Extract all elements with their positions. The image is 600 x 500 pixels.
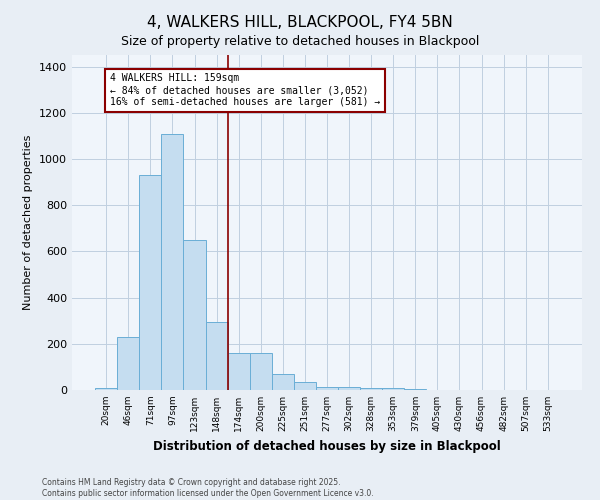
Bar bbox=[338, 386, 360, 390]
Bar bbox=[184, 240, 206, 390]
Bar bbox=[139, 175, 161, 390]
Bar bbox=[161, 134, 184, 390]
Bar bbox=[117, 338, 139, 390]
X-axis label: Distribution of detached houses by size in Blackpool: Distribution of detached houses by size … bbox=[153, 440, 501, 452]
Bar bbox=[316, 386, 338, 390]
Bar bbox=[382, 388, 404, 390]
Bar bbox=[227, 353, 250, 390]
Text: 4, WALKERS HILL, BLACKPOOL, FY4 5BN: 4, WALKERS HILL, BLACKPOOL, FY4 5BN bbox=[147, 15, 453, 30]
Bar bbox=[294, 382, 316, 390]
Text: Contains HM Land Registry data © Crown copyright and database right 2025.
Contai: Contains HM Land Registry data © Crown c… bbox=[42, 478, 374, 498]
Bar bbox=[272, 374, 294, 390]
Text: 4 WALKERS HILL: 159sqm
← 84% of detached houses are smaller (3,052)
16% of semi-: 4 WALKERS HILL: 159sqm ← 84% of detached… bbox=[110, 74, 380, 106]
Bar bbox=[404, 389, 427, 390]
Bar bbox=[95, 388, 117, 390]
Text: Size of property relative to detached houses in Blackpool: Size of property relative to detached ho… bbox=[121, 35, 479, 48]
Bar bbox=[250, 353, 272, 390]
Bar bbox=[206, 322, 227, 390]
Y-axis label: Number of detached properties: Number of detached properties bbox=[23, 135, 34, 310]
Bar bbox=[360, 388, 382, 390]
